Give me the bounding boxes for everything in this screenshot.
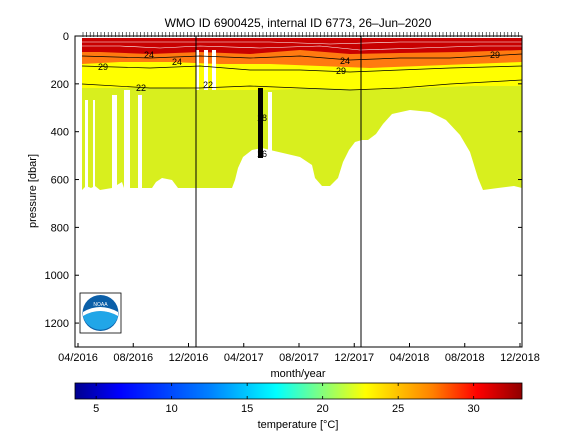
- y-tick-label: 200: [51, 79, 69, 91]
- x-axis: 04/2016 08/2016 12/2016 04/2017 08/2017 12/20…: [58, 343, 540, 364]
- colorbar-ticks: 5 10 15 20 25 30: [93, 383, 480, 415]
- x-tick-label: 04/2018: [390, 352, 430, 364]
- x-axis-label: month/year: [270, 368, 325, 380]
- x-tick-label: 04/2017: [224, 352, 264, 364]
- contour-label: 24: [144, 50, 154, 60]
- colorbar-tick-label: 5: [93, 403, 99, 415]
- y-axis-label: pressure [dbar]: [27, 154, 39, 228]
- colorbar-tick-label: 15: [241, 403, 253, 415]
- y-tick-label: 400: [51, 127, 69, 139]
- contour-label: 22: [136, 83, 146, 93]
- deep-layer: [82, 80, 522, 190]
- x-tick-label: 12/2016: [169, 352, 209, 364]
- noaa-logo: NOAA: [79, 292, 122, 334]
- y-tick-label: 600: [51, 175, 69, 187]
- x-tick-label: 08/2017: [279, 352, 319, 364]
- colorbar-tick-label: 10: [166, 403, 178, 415]
- colorbar: [74, 382, 523, 400]
- profile-spike: [258, 88, 263, 158]
- colorbar-tick-label: 20: [317, 403, 329, 415]
- x-tick-label: 08/2018: [445, 352, 485, 364]
- y-tick-label: 1000: [45, 270, 69, 282]
- contour-label: 24: [172, 57, 182, 67]
- colorbar-label: temperature [°C]: [258, 419, 339, 431]
- noaa-logo-text: NOAA: [93, 302, 108, 308]
- x-tick-label: 08/2016: [113, 352, 153, 364]
- x-tick-label: 12/2018: [500, 352, 540, 364]
- contour-lines: [81, 41, 522, 91]
- contour-label: 29: [490, 50, 500, 60]
- y-tick-label: 0: [63, 31, 69, 43]
- contour-label: 24: [340, 56, 350, 66]
- x-tick-label: 04/2016: [58, 352, 98, 364]
- colorbar-tick-label: 30: [468, 403, 480, 415]
- chart-title: WMO ID 6900425, internal ID 6773, 26–Jun…: [165, 16, 432, 30]
- contour-label: 22: [203, 80, 213, 90]
- y-tick-label: 800: [51, 222, 69, 234]
- x-tick-label: 12/2017: [334, 352, 374, 364]
- y-tick-label: 1200: [45, 318, 69, 330]
- heatmap-area: 24 29 29 24 29 24 22 22 18 16: [81, 38, 522, 190]
- data-gaps: [85, 50, 272, 190]
- contour-label: 29: [336, 66, 346, 76]
- colorbar-tick-label: 25: [392, 403, 404, 415]
- contour-label: 29: [98, 62, 108, 72]
- y-axis: 0 200 400 600 800 1000 1200: [45, 31, 522, 330]
